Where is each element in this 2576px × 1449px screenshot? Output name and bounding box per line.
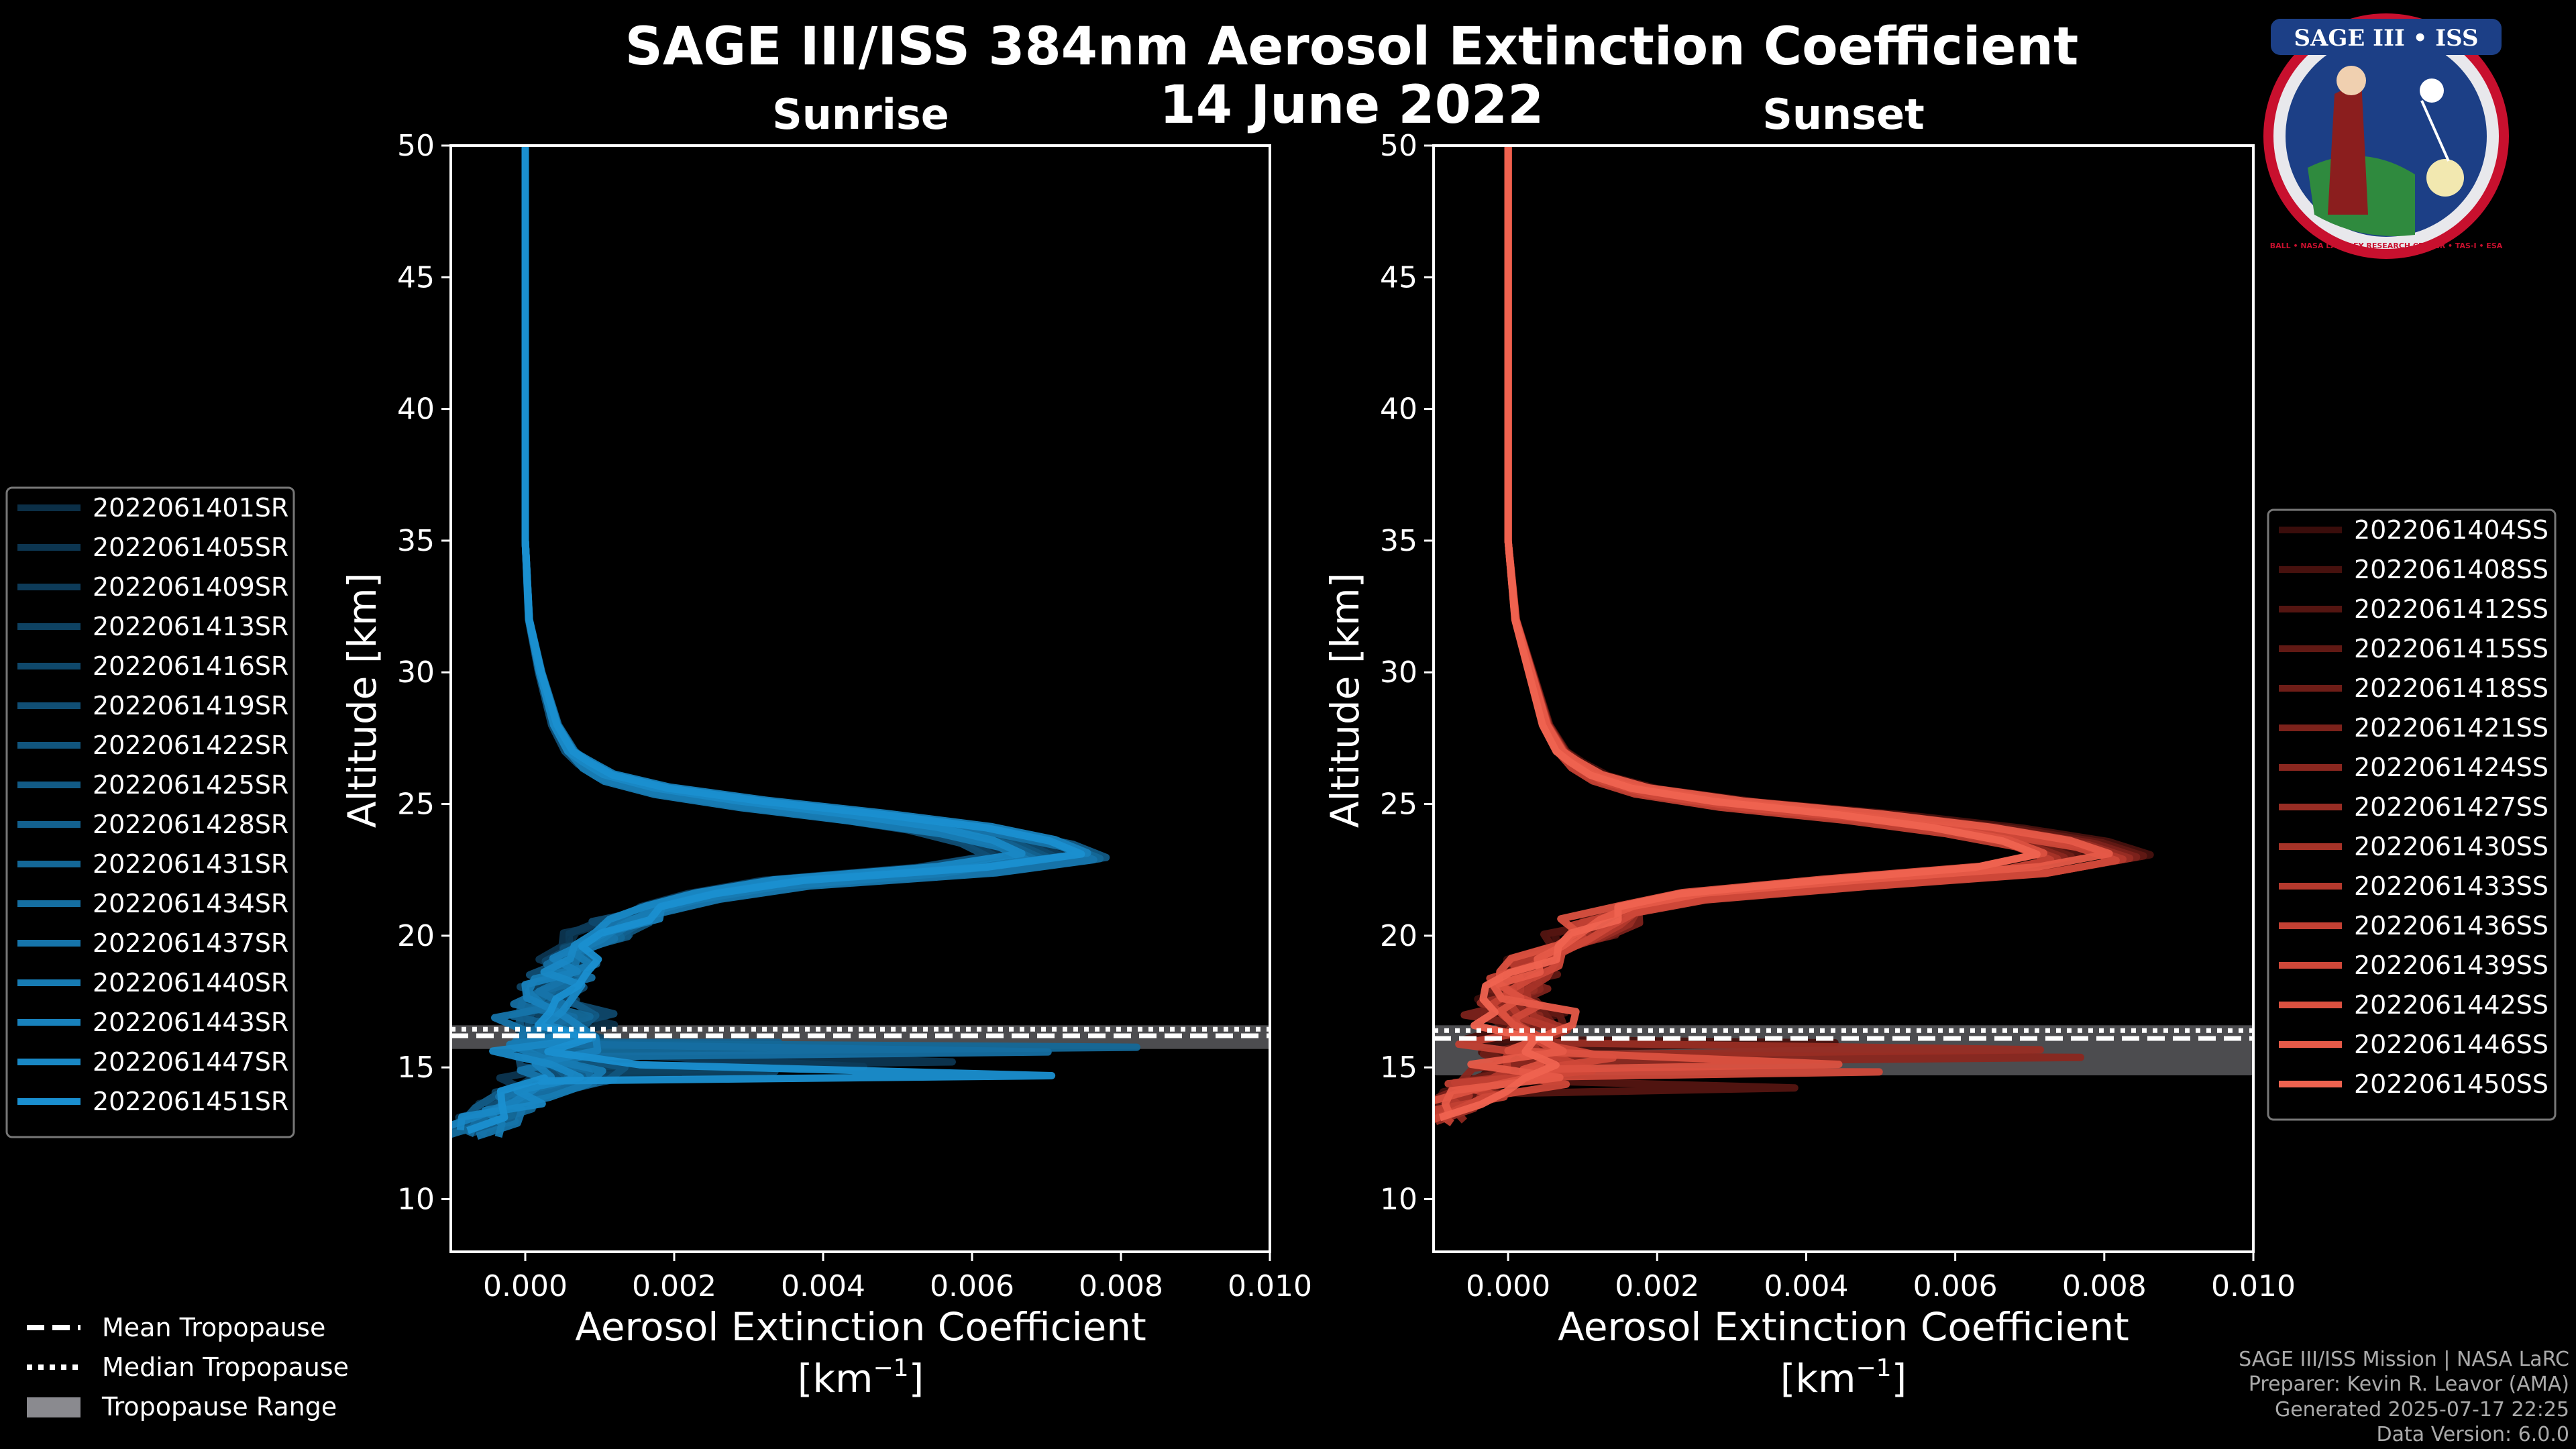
legend-label: 2022061416SR	[93, 651, 288, 681]
median-tropopause-label: Median Tropopause	[102, 1352, 349, 1382]
legend-label: 2022061434SR	[93, 889, 288, 918]
x-tick-label: 0.000	[483, 1269, 568, 1303]
legend-label: 2022061433SS	[2354, 871, 2548, 901]
y-tick-label: 35	[1380, 524, 1417, 558]
y-tick-label: 45	[397, 260, 435, 294]
xunit-sunrise: [km−1]	[798, 1354, 924, 1401]
panel-sunset: Sunset 0.000 0.002 0.004 0.006 0.008 0.010 10 1…	[1322, 90, 2557, 1401]
x-tick-label: 0.006	[930, 1269, 1014, 1303]
legend-label: 2022061412SS	[2354, 594, 2548, 624]
x-tick-label: 0.000	[1466, 1269, 1550, 1303]
xlabel-sunrise: Aerosol Extinction Coefficient	[575, 1304, 1146, 1350]
credit-preparer: Preparer: Kevin R. Leavor (AMA)	[2249, 1373, 2569, 1396]
y-tick-label: 40	[1380, 392, 1417, 427]
plot-area-sunrise: 0.000 0.002 0.004 0.006 0.008 0.010 10 15 20 25 30…	[397, 129, 1312, 1303]
y-tick-label: 15	[1380, 1051, 1417, 1085]
figure-title: SAGE III/ISS 384nm Aerosol Extinction Co…	[625, 17, 2079, 77]
legend-label: 2022061447SR	[93, 1047, 288, 1077]
legend-label: 2022061436SS	[2354, 911, 2548, 941]
xunit-sunset: [km−1]	[1780, 1354, 1907, 1401]
ylabel-sunrise: Altitude [km]	[339, 573, 385, 828]
legend-label: 2022061430SS	[2354, 832, 2548, 861]
y-tick-label: 20	[397, 919, 435, 953]
axes-frame	[1432, 144, 2255, 1253]
y-tick-label: 10	[397, 1182, 435, 1216]
x-tick-label: 0.002	[632, 1269, 716, 1303]
legend-label: 2022061450SS	[2354, 1069, 2548, 1099]
x-tick-label: 0.010	[1228, 1269, 1312, 1303]
x-tick-label: 0.010	[2211, 1269, 2296, 1303]
legend-label: 2022061437SR	[93, 928, 288, 958]
legend-label: 2022061425SR	[93, 770, 288, 800]
y-tick-label: 45	[1380, 260, 1417, 294]
x-tick-label: 0.004	[781, 1269, 865, 1303]
legend-sunrise: 2022061401SR 2022061405SR 2022061409SR 2022…	[5, 486, 295, 1138]
legend-label: 2022061440SR	[93, 968, 288, 998]
tropopause-range-label: Tropopause Range	[101, 1392, 337, 1421]
y-tick-label: 25	[1380, 788, 1417, 822]
y-tick-label: 35	[397, 524, 435, 558]
logo-text: SAGE III • ISS	[2294, 25, 2478, 52]
legend-label: 2022061419SR	[93, 691, 288, 720]
panel-title-sunset: Sunset	[1762, 90, 1925, 139]
logo-ring-text: BALL • NASA LANGLEY RESEARCH CENTER • TA…	[2270, 241, 2503, 250]
legend-label: 2022061442SS	[2354, 990, 2548, 1020]
credits: SAGE III/ISS Mission | NASA LaRC Prepare…	[2239, 1348, 2569, 1446]
x-tick-label: 0.008	[2062, 1269, 2147, 1303]
axes-frame	[449, 144, 1271, 1253]
y-tick-label: 15	[397, 1051, 435, 1085]
x-tick-label: 0.004	[1764, 1269, 1848, 1303]
y-tick-label: 40	[397, 392, 435, 427]
legend-label: 2022061451SR	[93, 1087, 288, 1116]
legend-label: 2022061421SS	[2354, 713, 2548, 743]
legend-label: 2022061431SR	[93, 849, 288, 879]
legend-label: 2022061443SR	[93, 1008, 288, 1037]
legend-label: 2022061405SR	[93, 533, 288, 562]
y-tick-label: 50	[397, 129, 435, 163]
legend-sunset: 2022061404SS 2022061408SS 2022061412SS 2022…	[2267, 508, 2557, 1121]
credit-version: Data Version: 6.0.0	[2377, 1423, 2569, 1446]
tropopause-range-swatch	[27, 1397, 80, 1417]
legend-label: 2022061439SS	[2354, 951, 2548, 980]
credit-generated: Generated 2025-07-17 22:25	[2275, 1398, 2569, 1421]
legend-label: 2022061422SR	[93, 731, 288, 760]
panel-title-sunrise: Sunrise	[772, 90, 949, 139]
tropopause-legend: Mean Tropopause Median Tropopause Tropop…	[27, 1313, 349, 1421]
y-tick-label: 10	[1380, 1182, 1417, 1216]
ylabel-sunset: Altitude [km]	[1322, 573, 1368, 828]
x-tick-label: 0.002	[1615, 1269, 1699, 1303]
sage-logo: SAGE III • ISS BALL • NASA LANGLEY RESEA…	[2263, 13, 2509, 259]
y-tick-label: 50	[1380, 129, 1417, 163]
legend-label: 2022061428SR	[93, 810, 288, 839]
panel-sunrise: Sunrise 0.000 0.002 0.004 0.006 0.008 0.010 10…	[5, 90, 1312, 1401]
series-line-2022061451SR	[466, 146, 1085, 1134]
legend-label: 2022061409SR	[93, 572, 288, 602]
figure-date: 14 June 2022	[1160, 75, 1544, 136]
mean-tropopause-label: Mean Tropopause	[102, 1313, 325, 1342]
legend-box	[5, 486, 295, 1138]
legend-label: 2022061424SS	[2354, 753, 2548, 782]
x-tick-label: 0.008	[1079, 1269, 1163, 1303]
y-tick-label: 30	[1380, 655, 1417, 690]
legend-label: 2022061401SR	[93, 493, 288, 523]
plot-area-sunset: 0.000 0.002 0.004 0.006 0.008 0.010 10 15 20 25 30…	[1380, 129, 2296, 1303]
credit-mission: SAGE III/ISS Mission | NASA LaRC	[2239, 1348, 2569, 1371]
legend-label: 2022061408SS	[2354, 555, 2548, 584]
legend-label: 2022061415SS	[2354, 634, 2548, 663]
x-tick-label: 0.006	[1913, 1269, 1998, 1303]
y-tick-label: 30	[397, 655, 435, 690]
y-tick-label: 25	[397, 788, 435, 822]
legend-label: 2022061404SS	[2354, 515, 2548, 545]
legend-label: 2022061446SS	[2354, 1030, 2548, 1059]
y-tick-label: 20	[1380, 919, 1417, 953]
series-line-2022061450SS	[1438, 146, 2041, 1122]
legend-label: 2022061413SR	[93, 612, 288, 641]
xlabel-sunset: Aerosol Extinction Coefficient	[1558, 1304, 2129, 1350]
legend-label: 2022061427SS	[2354, 792, 2548, 822]
legend-label: 2022061418SS	[2354, 674, 2548, 703]
